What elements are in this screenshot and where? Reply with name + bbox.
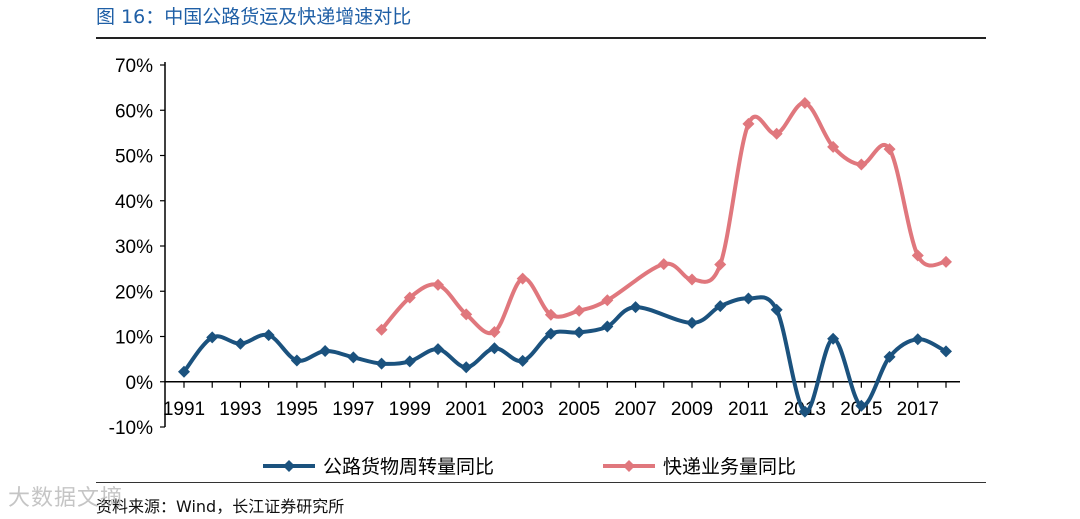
series-2 (375, 97, 952, 338)
figure-title: 图 16：中国公路货运及快递增速对比 (96, 6, 412, 28)
data-point (460, 361, 473, 374)
data-point (573, 304, 586, 317)
y-axis-ticks: -10% 0% 10% 20% 30% 40% 50% 60% 70% (109, 56, 165, 439)
data-point (855, 399, 868, 412)
data-point (403, 355, 416, 368)
data-point (770, 127, 783, 140)
legend-item-2: 快递业务量同比 (603, 456, 796, 478)
y-tick-label: 60% (115, 101, 153, 122)
data-point (488, 325, 501, 338)
series-1 (178, 292, 952, 418)
data-point (347, 351, 360, 364)
data-point (629, 301, 642, 314)
x-tick-label: 2009 (671, 399, 713, 420)
data-point (290, 354, 303, 367)
title-divider (96, 37, 986, 39)
legend: 公路货物周转量同比 快递业务量同比 (263, 456, 796, 478)
series-layer (178, 97, 952, 418)
data-point (827, 332, 840, 345)
y-tick-label: 40% (115, 192, 153, 213)
footer-divider (96, 482, 986, 483)
y-tick-label: -10% (109, 418, 153, 439)
data-point (883, 350, 896, 363)
data-point (460, 308, 473, 321)
data-point (770, 303, 783, 316)
data-point (714, 258, 727, 271)
data-point (234, 337, 247, 350)
x-tick-label: 2001 (445, 399, 487, 420)
x-tick-label: 2017 (897, 399, 939, 420)
watermark-logo: 大数据文摘 (8, 486, 124, 511)
y-tick-label: 70% (115, 56, 153, 77)
x-tick-label: 2003 (502, 399, 544, 420)
x-tick-label: 1991 (163, 399, 205, 420)
legend-label: 快递业务量同比 (663, 456, 796, 478)
y-tick-label: 30% (115, 237, 153, 258)
x-axis-ticks: 1991 1993 1995 1997 1999 2001 2003 2005 2007 2009… (163, 381, 947, 420)
data-point (742, 117, 755, 130)
x-tick-label: 1995 (276, 399, 318, 420)
x-tick-label: 1999 (389, 399, 431, 420)
source-note: 资料来源：Wind，长江证券研究所 (96, 497, 345, 516)
data-point (206, 331, 219, 344)
x-tick-label: 1997 (332, 399, 374, 420)
data-point (714, 300, 727, 313)
data-point (375, 323, 388, 336)
data-point (940, 345, 952, 358)
axes (164, 62, 960, 427)
data-point (262, 329, 275, 342)
data-point (940, 255, 952, 268)
legend-swatch-marker (623, 460, 635, 472)
series-2-line (380, 101, 947, 336)
data-point (742, 292, 755, 305)
x-tick-label: 2007 (614, 399, 656, 420)
data-point (488, 342, 501, 355)
data-point (686, 316, 698, 329)
data-point (601, 294, 614, 307)
x-tick-label: 2005 (558, 399, 600, 420)
y-tick-label: 50% (115, 147, 153, 168)
data-point (798, 97, 811, 110)
data-point (911, 249, 924, 262)
data-point (798, 405, 811, 418)
data-point (911, 333, 924, 346)
data-point (544, 308, 557, 321)
data-point (432, 278, 444, 291)
legend-item-1: 公路货物周转量同比 (263, 456, 494, 478)
data-point (516, 354, 529, 367)
data-point (686, 273, 698, 286)
data-point (403, 291, 416, 304)
legend-swatch-marker (283, 460, 295, 472)
y-tick-label: 20% (115, 282, 153, 303)
data-point (827, 140, 840, 153)
data-point (573, 326, 586, 339)
data-point (432, 343, 444, 356)
data-point (544, 327, 557, 340)
data-point (178, 365, 190, 378)
data-point (601, 320, 614, 333)
data-point (516, 272, 529, 285)
data-point (319, 344, 332, 357)
y-tick-label: 0% (126, 373, 154, 394)
x-tick-label: 1993 (219, 399, 261, 420)
data-point (883, 143, 896, 156)
data-point (375, 357, 388, 370)
data-point (657, 258, 670, 271)
y-tick-label: 10% (115, 328, 153, 349)
x-tick-label: 2011 (728, 399, 769, 420)
legend-label: 公路货物周转量同比 (323, 456, 494, 478)
data-point (855, 158, 868, 171)
